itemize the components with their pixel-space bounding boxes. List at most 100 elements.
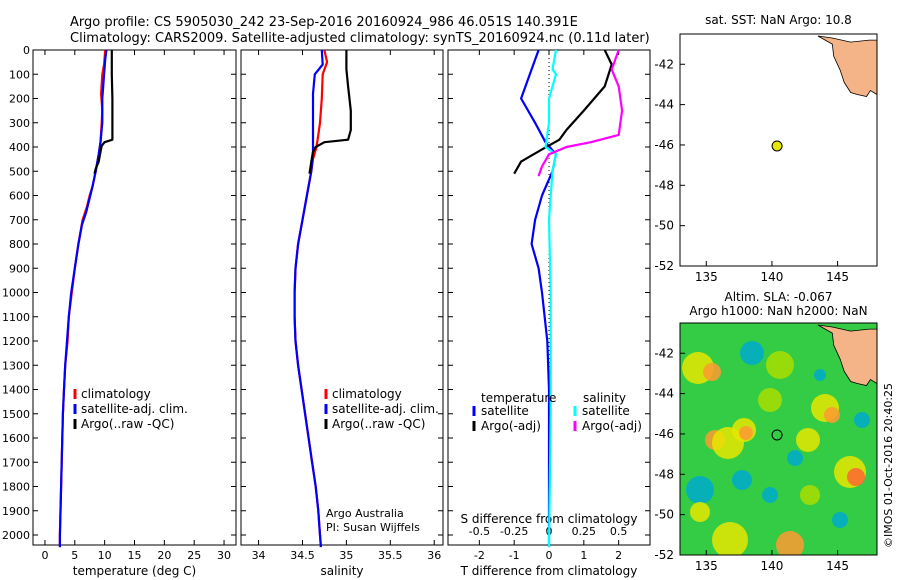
- sal-xtick-label: 34: [252, 549, 266, 562]
- header-line-1: Argo profile: CS 5905030_242 23-Sep-2016…: [70, 15, 578, 30]
- map1-title: sat. SST: NaN Argo: 10.8: [705, 13, 852, 27]
- sal-annotation: PI: Susan Wijffels: [326, 521, 420, 534]
- temp-xtick-label: 20: [157, 549, 171, 562]
- depth-tick-label: 300: [9, 117, 30, 130]
- diff-xtick-label: 1: [580, 549, 587, 562]
- map2-xtick-label: 135: [695, 559, 718, 573]
- sal-axes-box: [240, 49, 444, 546]
- depth-tick-label: 1700: [2, 456, 30, 469]
- map2-land: [817, 324, 877, 386]
- map2-sla-anomaly: [854, 412, 870, 428]
- temp-legend-label: climatology: [81, 387, 151, 401]
- temp-axes-box: [32, 49, 237, 546]
- depth-tick-label: 1100: [2, 311, 30, 324]
- diff-top-tick-label: -0.25: [500, 525, 528, 538]
- map2-xtick-label: 140: [760, 559, 783, 573]
- diff-xtick-label: 2: [615, 549, 622, 562]
- map2-float-marker: [771, 429, 783, 441]
- temp-legend-label: satellite-adj. clim.: [81, 402, 188, 416]
- map2-heatmap-group: [680, 323, 877, 555]
- diff-legend-label: satellite: [481, 404, 529, 418]
- temp-xtick-label: 5: [71, 549, 78, 562]
- copyright-label: ©IMOS 01-Oct-2016 20:40:25: [882, 383, 895, 548]
- header-line-2: Climatology: CARS2009. Satellite-adjuste…: [70, 31, 650, 46]
- depth-tick-label: 200: [9, 93, 30, 106]
- map1-ytick-label: -48: [654, 178, 674, 192]
- depth-tick-label: 900: [9, 262, 30, 275]
- map2-ytick-label: -46: [654, 427, 674, 441]
- diff-series-line: [537, 49, 624, 177]
- diff-top-tick-label: 0.25: [572, 525, 597, 538]
- map2-sla-anomaly: [824, 407, 840, 423]
- depth-tick-label: 1500: [2, 408, 30, 421]
- map2-ytick-label: -52: [654, 548, 674, 562]
- map1-ytick-label: -44: [654, 98, 674, 112]
- map2-sla-anomaly: [832, 512, 848, 528]
- temp-series-line: [93, 50, 114, 174]
- map2-ytick-label: -44: [654, 387, 674, 401]
- diff-legend-label: Argo(-adj): [582, 419, 642, 433]
- temp-xtick-label: 15: [128, 549, 142, 562]
- diff-xtick-label: 0: [546, 549, 553, 562]
- map2-sla-anomaly: [847, 468, 865, 486]
- temp-xtick-label: 10: [98, 549, 112, 562]
- temp-legend-label: Argo(..raw -QC): [81, 417, 174, 431]
- map2-ytick-label: -42: [654, 346, 674, 360]
- map1-float-marker: [771, 140, 783, 152]
- diff-legend-title: salinity: [583, 391, 626, 405]
- map2-sla-anomaly: [686, 476, 714, 504]
- map2-sla-anomaly: [796, 428, 820, 452]
- diff-series-line: [519, 49, 558, 548]
- depth-tick-label: 400: [9, 141, 30, 154]
- diff-xtick-label: -2: [474, 549, 485, 562]
- map1-axes-box: [679, 33, 878, 267]
- diff-xtick-label: -1: [509, 549, 520, 562]
- map2-title: Altim. SLA: -0.067: [724, 290, 832, 304]
- sal-series-line: [293, 49, 324, 548]
- depth-tick-label: 1200: [2, 335, 30, 348]
- map1-xtick-label: 140: [760, 270, 783, 284]
- diff-legend-title: temperature: [481, 391, 556, 405]
- diff-xlabel: T difference from climatology: [460, 564, 638, 578]
- depth-tick-label: 1900: [2, 505, 30, 518]
- depth-tick-label: 100: [9, 68, 30, 81]
- diff-top-tick-label: -0.5: [469, 525, 490, 538]
- depth-tick-label: 1300: [2, 359, 30, 372]
- map2-axes-box: [679, 322, 878, 556]
- depth-tick-label: 1800: [2, 481, 30, 494]
- depth-tick-label: 1600: [2, 432, 30, 445]
- temp-xlabel: temperature (deg C): [73, 564, 196, 578]
- sal-xtick-label: 35.5: [378, 549, 403, 562]
- map2-sla-anomaly: [739, 426, 753, 440]
- sal-legend-label: satellite-adj. clim.: [332, 402, 439, 416]
- map1-ytick-label: -42: [654, 57, 674, 71]
- sal-legend-label: climatology: [332, 387, 402, 401]
- temp-xtick-label: 30: [217, 549, 231, 562]
- map2-sla-anomaly: [800, 485, 820, 505]
- map2-sla-anomaly: [766, 351, 794, 379]
- diff-series-line: [513, 49, 613, 175]
- depth-tick-label: 500: [9, 165, 30, 178]
- map2-xtick-label: 145: [826, 559, 849, 573]
- map2-sla-anomaly: [712, 522, 748, 555]
- sal-xlabel: salinity: [320, 564, 363, 578]
- depth-tick-label: 700: [9, 214, 30, 227]
- map2-sla-anomaly: [740, 341, 764, 365]
- depth-tick-label: 800: [9, 238, 30, 251]
- map2-sla-anomaly: [762, 487, 778, 503]
- map1-xtick-label: 135: [695, 270, 718, 284]
- temp-series-line: [58, 49, 108, 548]
- map1-ytick-label: -46: [654, 138, 674, 152]
- map2-sla-anomaly: [758, 388, 782, 412]
- depth-tick-label: 1000: [2, 287, 30, 300]
- depth-tick-label: 2000: [2, 529, 30, 542]
- map2-sla-anomaly: [776, 531, 804, 555]
- depth-tick-label: 600: [9, 190, 30, 203]
- map2-sla-anomaly: [703, 363, 721, 381]
- sal-xtick-label: 36: [427, 549, 441, 562]
- map1-land: [817, 35, 878, 97]
- map2-sla-anomaly: [690, 502, 710, 522]
- depth-tick-label: 1400: [2, 384, 30, 397]
- diff-series-line: [544, 49, 558, 548]
